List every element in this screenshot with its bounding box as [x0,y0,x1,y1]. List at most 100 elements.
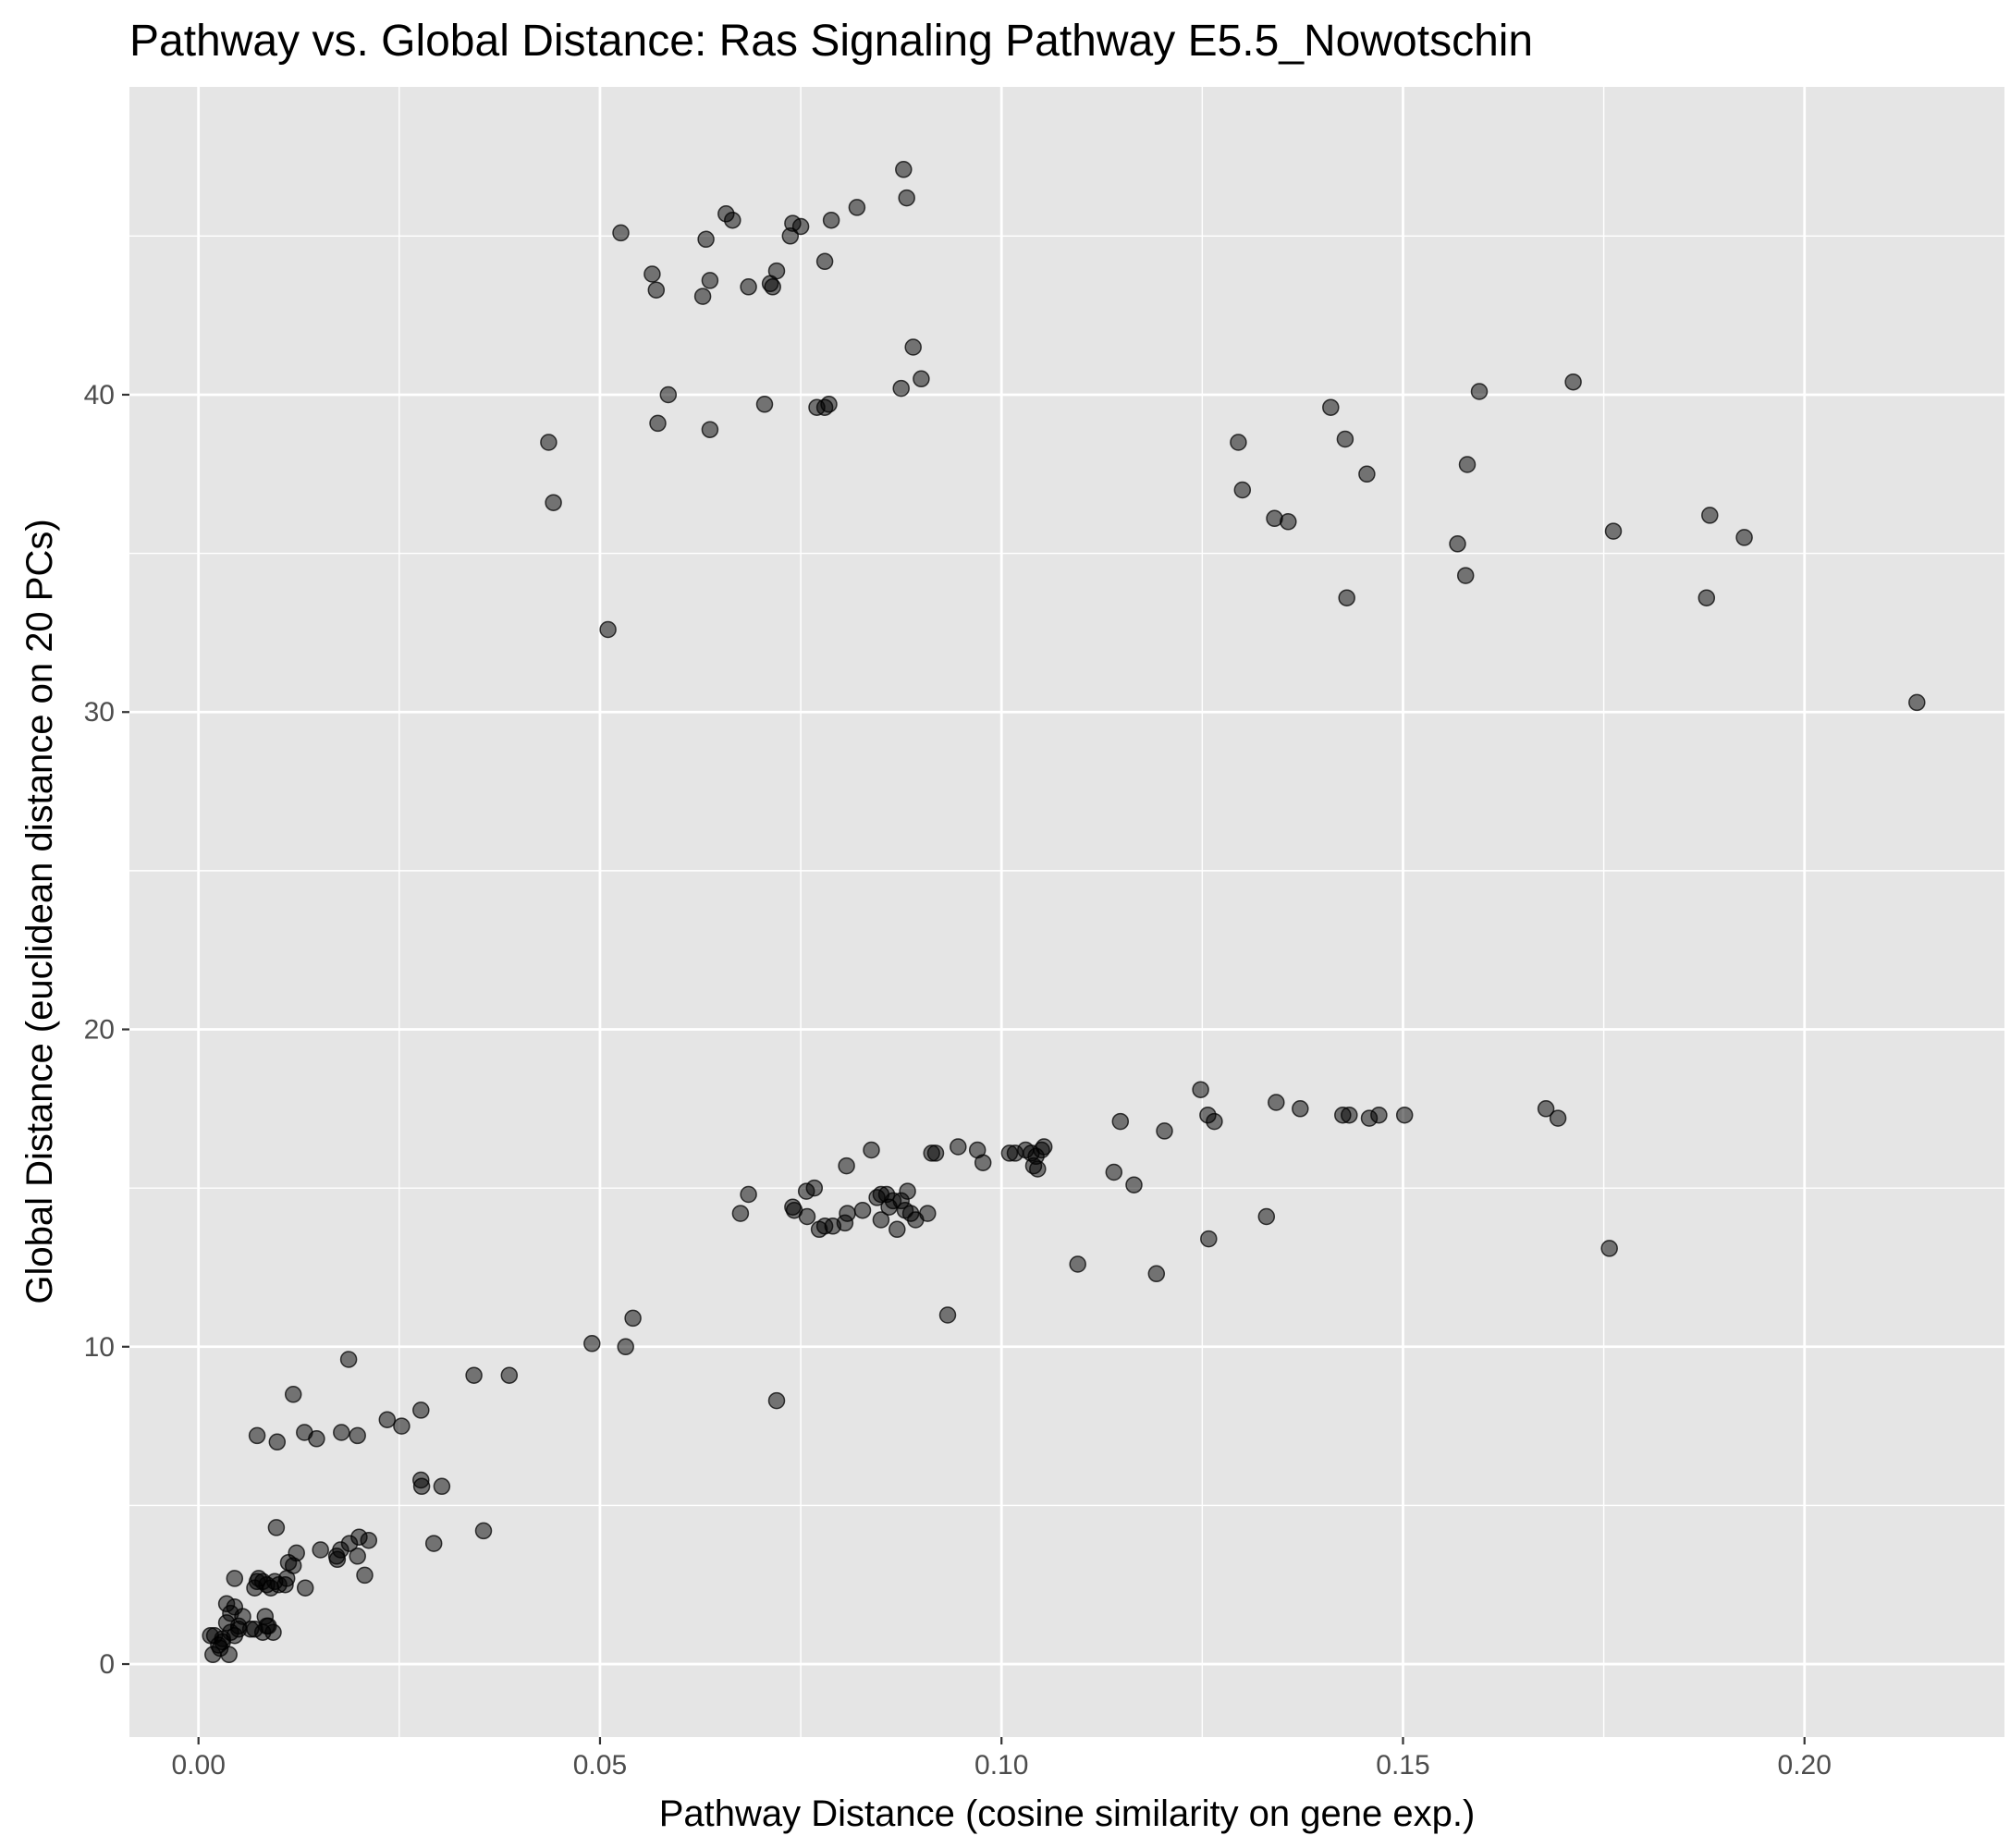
data-point [356,1566,374,1585]
data-point [1268,1094,1285,1111]
data-point [1449,535,1466,553]
data-point [798,1207,816,1226]
data-point [731,1205,750,1222]
data-point [701,421,719,438]
data-point [872,1211,890,1229]
y-axis: 0 10 20 30 40 [84,380,129,1680]
data-point [1600,1240,1618,1257]
data-point [649,414,667,433]
data-point [333,1424,350,1441]
data-point [465,1366,483,1384]
data-point [892,379,910,398]
data-point [1564,373,1582,391]
data-point [740,278,757,296]
data-point [863,1141,880,1159]
data-point [1200,1230,1218,1248]
x-tick-label: 0.10 [974,1750,1028,1781]
data-point [545,494,562,511]
data-point [246,1621,264,1638]
data-point [1701,507,1719,524]
x-axis: 0.00 0.05 0.10 0.15 0.20 [171,1737,1832,1781]
data-point [617,1338,634,1356]
data-point [791,217,810,236]
data-point [360,1531,378,1549]
data-point [1322,398,1340,416]
data-point [755,396,774,413]
data-point [838,1157,855,1175]
data-point [899,1182,916,1200]
chart-title: Pathway vs. Global Distance: Ras Signali… [129,17,1533,66]
data-point [312,1541,329,1559]
data-point [853,1201,872,1219]
data-point [1035,1138,1053,1156]
data-point [693,288,712,305]
data-point [848,199,866,216]
data-points [202,161,1926,1664]
data-point [214,1633,231,1651]
data-point [424,1535,443,1552]
minor-gridlines [129,87,2004,1737]
data-point [1206,1112,1223,1131]
data-point [1156,1122,1173,1140]
data-point [412,1401,430,1419]
y-tick-label: 30 [84,697,115,728]
y-tick-label: 20 [84,1015,115,1046]
data-point [583,1335,601,1352]
plot-panel [129,87,2004,1737]
data-point [808,398,826,416]
data-point [822,211,840,229]
data-point [1537,1100,1555,1118]
data-point [296,1579,314,1597]
data-point [1549,1109,1567,1127]
data-point [599,620,617,639]
data-point [647,281,666,299]
x-tick-label: 0.05 [573,1750,627,1781]
data-point [328,1550,347,1569]
data-point [895,161,913,178]
y-tick-label: 10 [84,1332,115,1363]
data-point [267,1519,286,1536]
data-point [1111,1112,1130,1131]
data-point [764,278,781,296]
data-point [1341,1106,1358,1124]
data-point [1069,1255,1086,1273]
data-point [1697,589,1716,606]
data-point [1029,1160,1047,1178]
data-point [938,1306,957,1324]
data-point [1395,1106,1414,1124]
data-point [226,1570,244,1587]
data-point [1257,1207,1276,1226]
data-point [433,1477,451,1496]
data-point [740,1185,757,1204]
data-point [349,1426,366,1445]
x-tick-label: 0.20 [1778,1750,1832,1781]
data-point [270,1575,288,1594]
data-point [767,1391,786,1410]
data-point [1456,567,1475,584]
data-point [659,386,678,404]
data-point [1125,1176,1143,1193]
data-point [919,1205,937,1222]
major-gridlines [129,87,2004,1737]
data-point [724,211,741,229]
data-point [474,1522,493,1540]
data-point [500,1366,519,1384]
data-point [540,434,558,451]
data-point [1604,522,1623,540]
data-point [1370,1106,1388,1124]
y-tick-label: 0 [99,1649,115,1680]
data-point [898,189,915,207]
data-point [839,1205,856,1222]
data-point [1735,529,1753,546]
data-point [1458,456,1477,473]
data-point [1192,1081,1209,1098]
data-point [950,1138,967,1156]
data-point [624,1309,642,1328]
data-point [248,1426,266,1445]
data-point [279,1553,298,1572]
data-point [643,265,661,283]
data-point [339,1351,358,1368]
x-tick-label: 0.15 [1376,1750,1429,1781]
